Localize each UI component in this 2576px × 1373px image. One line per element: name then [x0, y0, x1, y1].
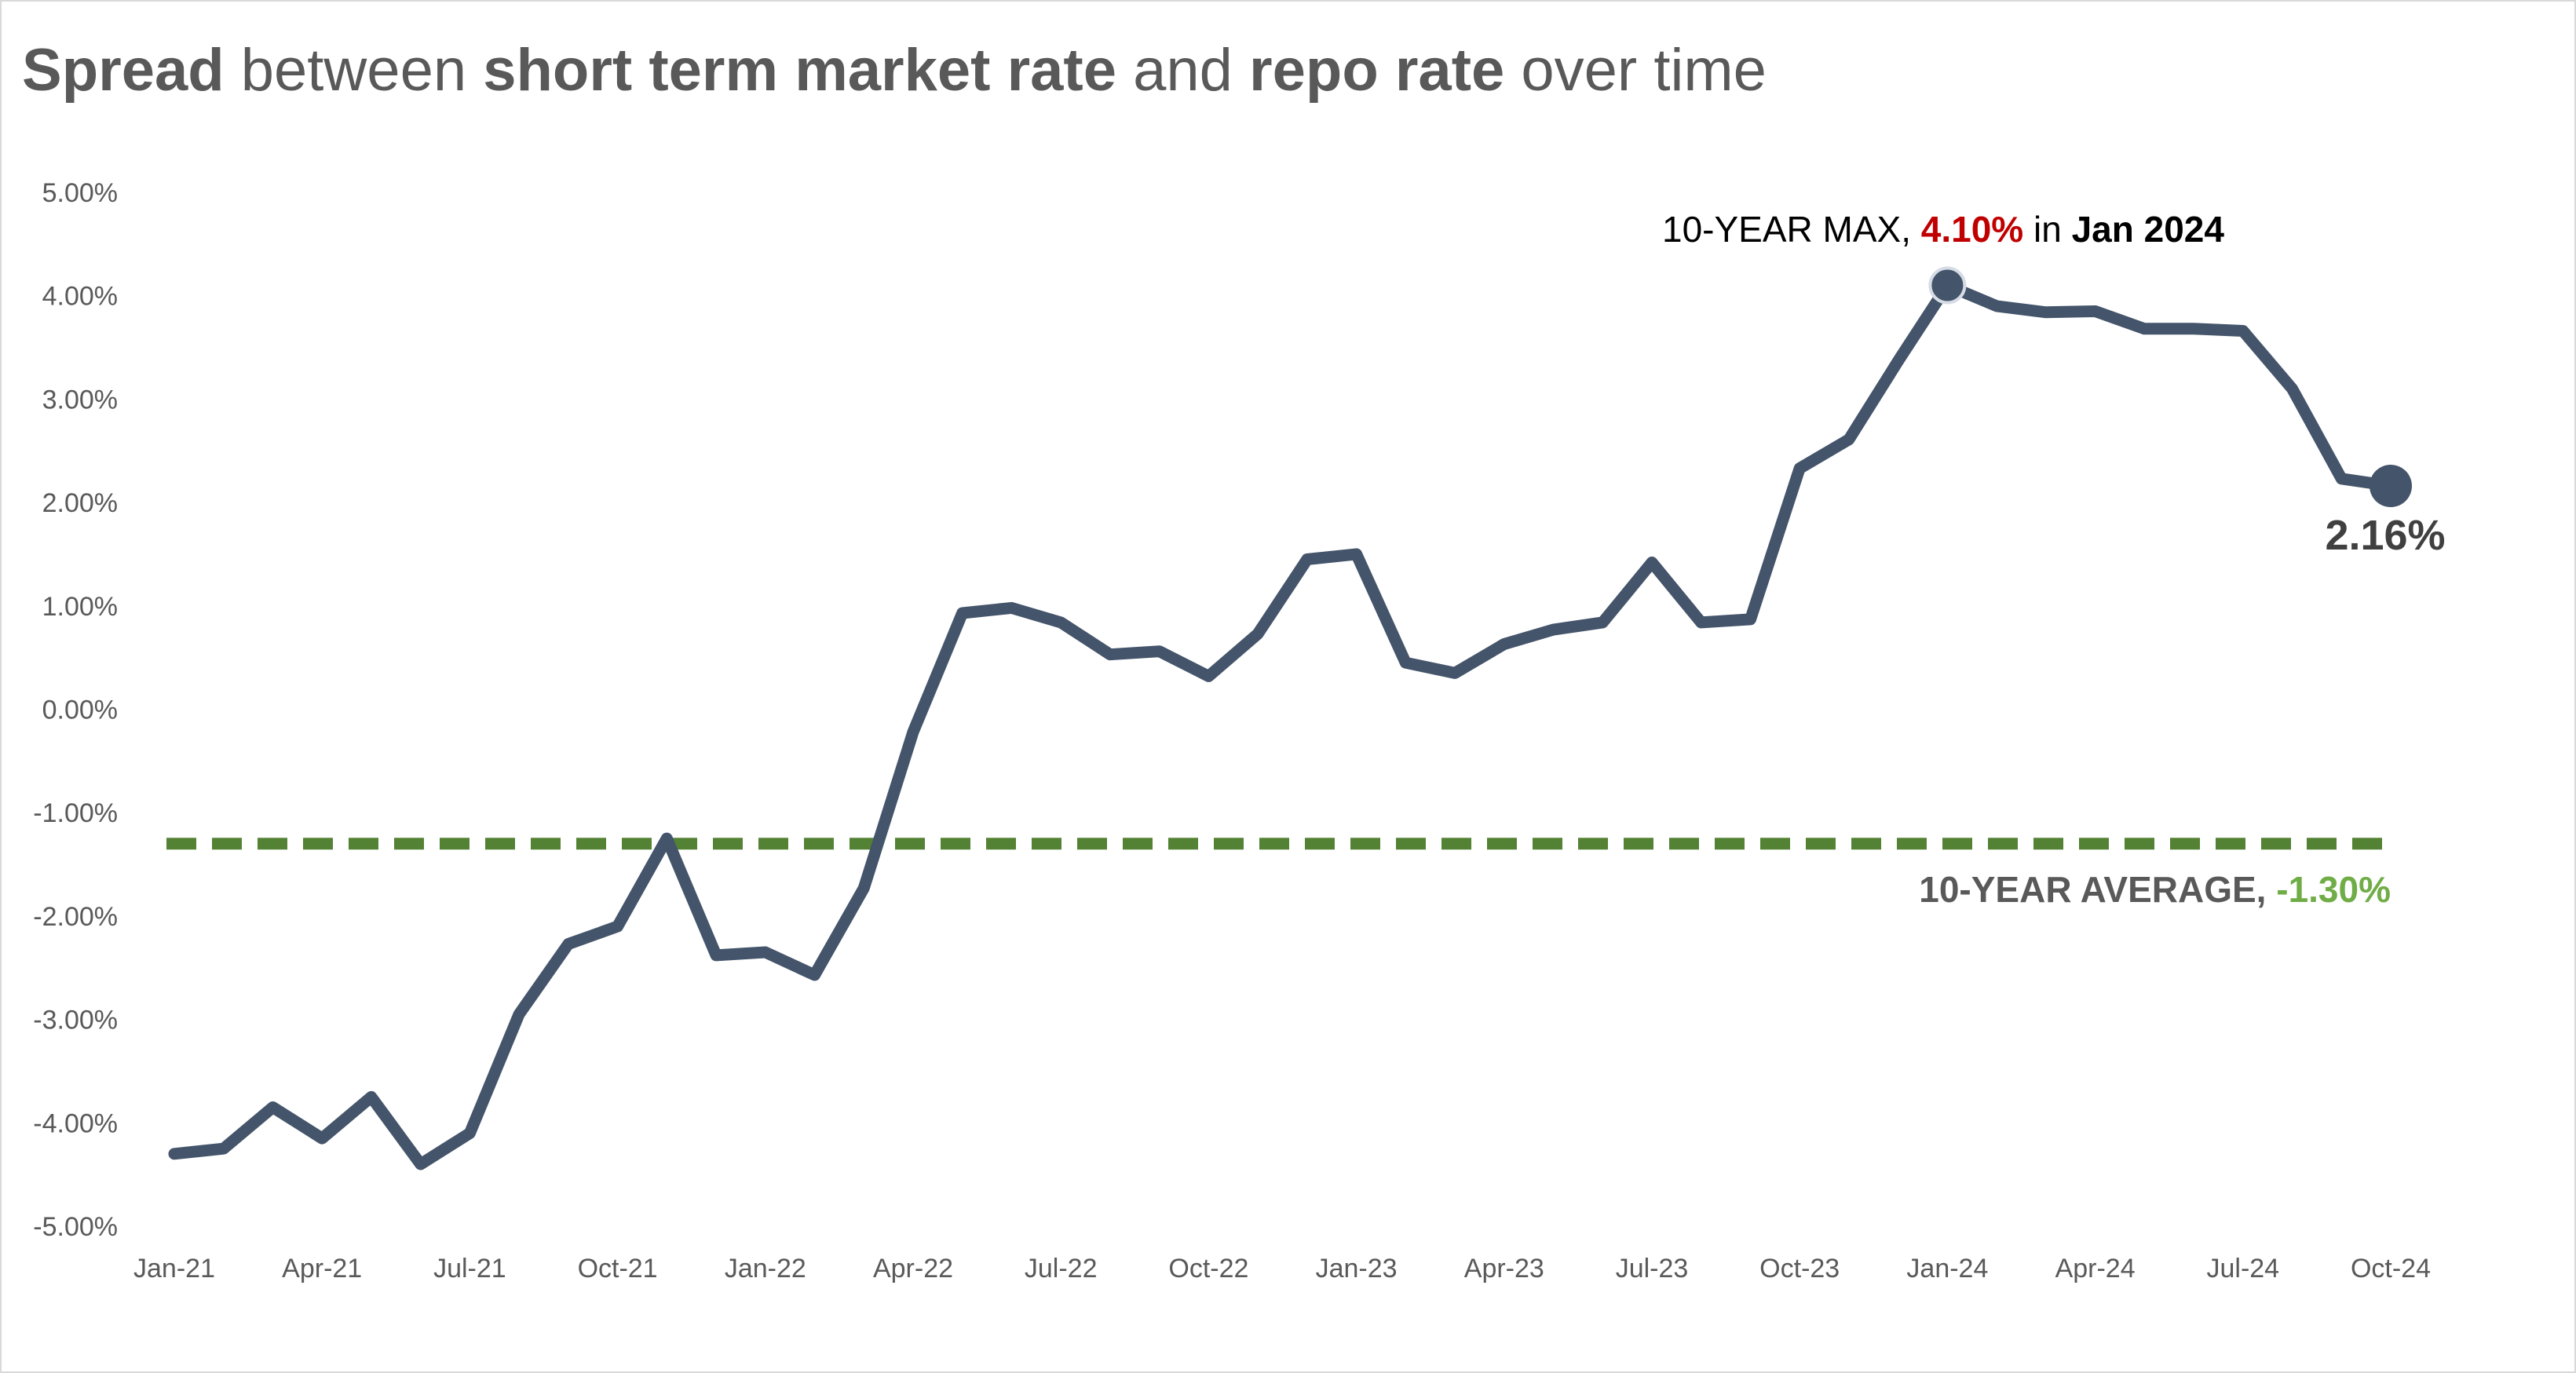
title-over-time: over time — [1504, 37, 1767, 104]
x-tick-label: Apr-21 — [282, 1254, 362, 1284]
title-repo-rate: repo rate — [1249, 37, 1505, 104]
max-annotation-date: Jan 2024 — [2072, 209, 2225, 250]
x-tick-label: Jan-23 — [1316, 1254, 1398, 1284]
last-value-label: 2.16% — [2325, 512, 2445, 559]
y-tick-label: 1.00% — [42, 592, 118, 622]
x-axis: Jan-21 Apr-21 Jul-21 Oct-21 Jan-22 Apr-22 Jul-… — [133, 1254, 2431, 1284]
max-annotation-prefix: 10-YEAR MAX, — [1662, 209, 1921, 250]
y-tick-label: 2.00% — [42, 488, 118, 518]
x-tick-label: Oct-22 — [1168, 1254, 1248, 1284]
x-tick-label: Jul-21 — [433, 1254, 506, 1284]
max-point-marker — [1928, 266, 1967, 305]
average-annotation-value: -1.30% — [2276, 869, 2391, 910]
y-tick-label: 4.00% — [42, 282, 118, 312]
x-tick-label: Jul-24 — [2206, 1254, 2279, 1284]
y-tick-label: -4.00% — [33, 1108, 118, 1138]
x-tick-label: Apr-24 — [2055, 1254, 2136, 1284]
max-annotation-value: 4.10% — [1921, 209, 2023, 250]
max-annotation-middle: in — [2023, 209, 2071, 250]
y-tick-label: -5.00% — [33, 1212, 118, 1242]
x-tick-label: Oct-21 — [578, 1254, 658, 1284]
y-tick-label: -2.00% — [33, 902, 118, 932]
x-tick-label: Jan-21 — [133, 1254, 215, 1284]
y-tick-label: 5.00% — [42, 178, 118, 208]
last-point-marker — [2370, 465, 2412, 508]
x-tick-label: Oct-23 — [1759, 1254, 1840, 1284]
title-and: and — [1116, 37, 1250, 104]
title-spread: Spread — [22, 37, 225, 104]
x-tick-label: Apr-22 — [873, 1254, 953, 1284]
average-annotation: 10-YEAR AVERAGE, -1.30% — [1919, 869, 2391, 910]
chart-title: Spread between short term market rate an… — [22, 36, 1767, 104]
y-tick-label: 0.00% — [42, 696, 118, 725]
y-tick-label: -1.00% — [33, 798, 118, 828]
x-tick-label: Oct-24 — [2351, 1254, 2431, 1284]
y-tick-label: 3.00% — [42, 385, 118, 414]
y-axis: 5.00% 4.00% 3.00% 2.00% 1.00% 0.00% -1.00% -2.0… — [33, 178, 118, 1242]
title-between: between — [224, 37, 484, 104]
y-tick-label: -3.00% — [33, 1006, 118, 1035]
x-tick-label: Jan-22 — [725, 1254, 806, 1284]
spread-series-line — [168, 279, 2397, 1170]
title-short-term: short term market rate — [483, 37, 1116, 104]
average-annotation-prefix: 10-YEAR AVERAGE, — [1919, 869, 2276, 910]
x-tick-label: Apr-23 — [1464, 1254, 1544, 1284]
x-tick-label: Jul-23 — [1616, 1254, 1689, 1284]
x-tick-label: Jul-22 — [1025, 1254, 1098, 1284]
max-annotation: 10-YEAR MAX, 4.10% in Jan 2024 — [1662, 209, 2224, 250]
x-tick-label: Jan-24 — [1906, 1254, 1988, 1284]
